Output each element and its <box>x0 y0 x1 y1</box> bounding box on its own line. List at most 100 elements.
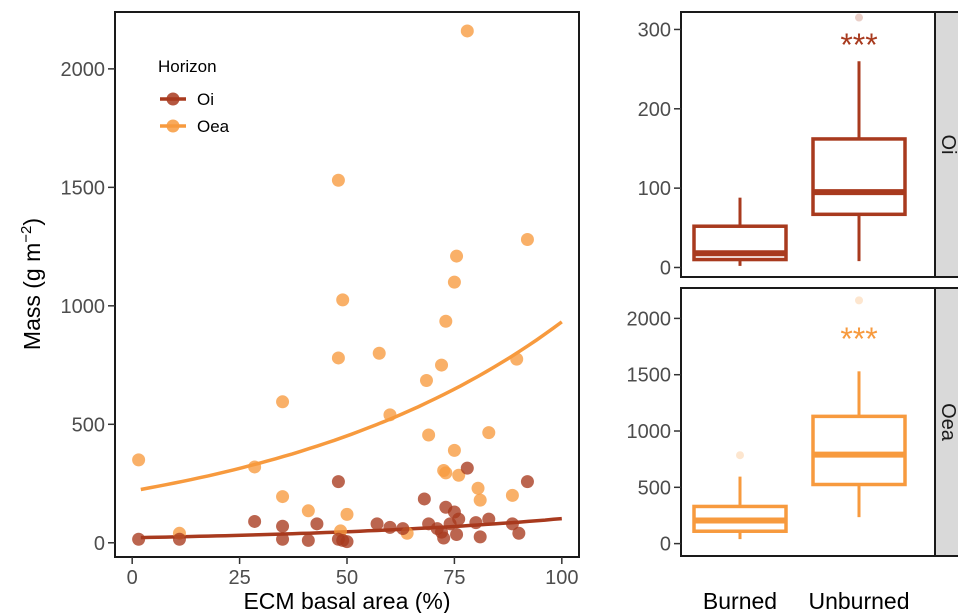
data-point-oi <box>469 516 483 530</box>
data-point-oi <box>505 517 519 531</box>
y-tick-label: 100 <box>638 178 671 200</box>
y-axis-title-superscript: −2 <box>18 226 35 243</box>
data-point-oea <box>276 490 290 504</box>
x-tick-label: 100 <box>545 567 578 589</box>
data-point-oi <box>310 517 324 531</box>
facet-strip <box>934 11 958 278</box>
data-point-oea <box>473 493 487 507</box>
data-point-oi <box>276 532 290 546</box>
legend: Horizon Oi Oea <box>158 57 230 136</box>
interquartile-box <box>811 137 907 217</box>
y-tick-label: 1500 <box>627 365 672 387</box>
data-point-oea <box>447 443 461 457</box>
facet-strip-label: Oi <box>937 135 958 155</box>
box-unburned <box>811 296 907 518</box>
data-point-oi <box>370 517 384 531</box>
boxplot-x-labels: Burned Unburned <box>703 588 910 613</box>
y-tick-label: 2000 <box>627 308 672 330</box>
data-point-oea <box>482 426 496 440</box>
scatter-panel: 0 500 1000 1500 2000 0 25 50 75 100 ECM basal ar… <box>18 11 580 613</box>
data-point-oi <box>452 512 466 526</box>
outlier-point <box>855 13 863 22</box>
y-tick-label: 500 <box>638 477 671 499</box>
y-tick-label: 0 <box>660 257 671 279</box>
data-point-oea <box>276 395 290 409</box>
data-point-oi <box>460 461 474 475</box>
data-point-oea <box>372 346 386 360</box>
y-tick-label: 1500 <box>61 177 106 199</box>
facet-strip-label: Oea <box>937 403 958 442</box>
data-point-oea <box>422 428 436 442</box>
outlier-point <box>855 296 863 305</box>
outlier-point <box>736 451 744 460</box>
data-point-oea <box>439 466 453 480</box>
box-burned <box>692 451 788 540</box>
legend-items: Oi Oea <box>160 90 230 136</box>
x-tick-label: 50 <box>336 567 358 589</box>
y-axis-title-close: ) <box>19 218 45 226</box>
box-unburned <box>811 13 907 262</box>
data-point-oi <box>331 475 345 489</box>
y-tick-label: 0 <box>94 533 105 555</box>
y-tick-label: 1000 <box>627 421 672 443</box>
data-point-oi <box>512 526 526 540</box>
data-point-oi <box>437 531 451 545</box>
data-point-oea <box>435 358 449 372</box>
x-tick-label: 25 <box>228 567 250 589</box>
scatter-plot-border <box>114 11 580 558</box>
data-point-oea <box>452 468 466 482</box>
y-axis-title-main: Mass (g m <box>19 243 45 350</box>
category-label-burned: Burned <box>703 588 777 613</box>
data-point-oi <box>276 519 290 533</box>
data-point-oi <box>301 533 315 547</box>
legend-title: Horizon <box>158 57 217 76</box>
x-axis-title: ECM basal area (%) <box>243 588 450 613</box>
data-point-oea <box>331 173 345 187</box>
y-tick-label: 0 <box>660 534 671 556</box>
legend-label-oea: Oea <box>197 117 230 136</box>
data-point-oea <box>520 232 534 246</box>
significance-annotation: *** <box>840 27 877 63</box>
legend-label-oi: Oi <box>197 90 214 109</box>
x-tick-label: 75 <box>443 567 465 589</box>
boxplot-panel-oi: Oi 0 100 200 300 *** <box>638 11 958 279</box>
significance-annotation: *** <box>840 321 877 357</box>
data-point-oea <box>447 275 461 289</box>
data-point-oi <box>396 522 410 536</box>
boxplot-panel-oea: Oea 0 500 1000 1500 2000 *** <box>627 287 958 557</box>
data-point-oi <box>450 527 464 541</box>
scatter-y-axis: 0 500 1000 1500 2000 <box>61 59 115 555</box>
data-point-oea <box>301 504 315 518</box>
data-point-oi <box>482 512 496 526</box>
facet-strip <box>934 287 958 557</box>
data-point-oea <box>419 373 433 387</box>
data-point-oi <box>172 532 186 546</box>
data-point-oea <box>340 507 354 521</box>
data-point-oea <box>132 453 146 467</box>
y-axis-title: Mass (g m−2) <box>18 218 45 350</box>
data-point-oea <box>439 314 453 328</box>
y-tick-label: 2000 <box>61 59 106 81</box>
data-point-oea <box>505 488 519 502</box>
y-tick-label: 200 <box>638 99 671 121</box>
data-point-oea <box>471 481 485 495</box>
category-label-unburned: Unburned <box>808 588 909 613</box>
data-point-oi <box>248 514 262 528</box>
data-point-oi <box>473 530 487 544</box>
interquartile-box <box>811 414 907 487</box>
box-burned <box>692 197 788 266</box>
data-point-oea <box>383 408 397 422</box>
data-point-oi <box>520 475 534 489</box>
data-point-oea <box>460 24 474 38</box>
y-tick-label: 300 <box>638 19 671 41</box>
data-point-oea <box>450 249 464 263</box>
data-point-oea <box>248 460 262 474</box>
data-point-oi <box>383 520 397 534</box>
legend-marker-oi <box>166 92 180 106</box>
trend-line-oea <box>140 320 563 492</box>
legend-marker-oea <box>166 119 180 133</box>
x-tick-label: 0 <box>127 567 138 589</box>
data-point-oea <box>331 351 345 365</box>
boxplot-panels: Oi 0 100 200 300 *** Oea 0 500 1000 1500 2000 *** <box>627 11 958 557</box>
data-point-oi <box>132 532 146 546</box>
